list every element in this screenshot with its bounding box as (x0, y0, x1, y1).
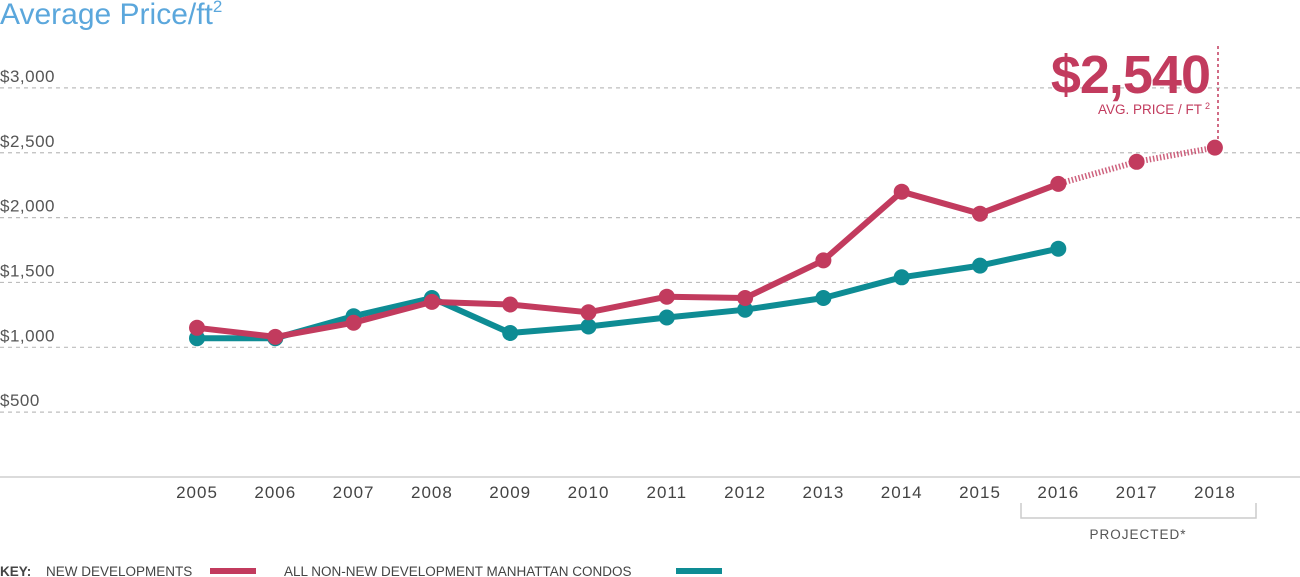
data-point (972, 205, 988, 222)
data-point (502, 296, 519, 313)
data-point (658, 309, 675, 326)
y-axis-ticks: $500 $1,000 $1,500 $2,000 $2,500 $3,000 (0, 67, 55, 410)
data-point (893, 269, 910, 286)
projected-label: PROJECTED* (1089, 527, 1186, 542)
data-point (815, 290, 832, 306)
data-point (580, 318, 597, 335)
legend: KEY: NEW DEVELOPMENTS ALL NON-NEW DEVELO… (0, 564, 722, 577)
y-tick-label: $500 (0, 391, 40, 410)
data-point (1050, 175, 1067, 192)
x-tick-label: 2005 (176, 483, 218, 502)
callout-value: $2,540 (1051, 45, 1210, 105)
x-tick-label: 2009 (489, 483, 531, 502)
data-point (1206, 139, 1223, 156)
y-tick-label: $1,500 (0, 261, 55, 280)
legend-heading: KEY: (0, 564, 31, 577)
series-line (194, 180, 1062, 340)
legend-label-manhattan-condos: ALL NON-NEW DEVELOPMENT MANHATTAN CONDOS (284, 564, 632, 577)
callout-label: AVG. PRICE / FT 2 (1098, 101, 1210, 117)
y-tick-label: $2,000 (0, 197, 55, 216)
data-point (1050, 240, 1067, 257)
projected-bracket: PROJECTED* (1020, 503, 1257, 542)
x-tick-label: 2006 (254, 483, 296, 502)
x-tick-label: 2011 (647, 483, 688, 502)
data-point (893, 183, 910, 200)
callout: $2,540 AVG. PRICE / FT 2 (1051, 45, 1219, 142)
data-point (1128, 153, 1145, 170)
gridlines (0, 87, 1300, 413)
x-tick-label: 2015 (959, 483, 1001, 502)
y-tick-label: $1,000 (0, 326, 55, 345)
data-point (189, 319, 205, 336)
data-point (502, 325, 519, 341)
data-point (658, 288, 675, 305)
x-axis-ticks: 2005 2006 2007 2008 2009 2010 2011 2012 2013 2014… (176, 483, 1236, 502)
x-tick-label: 2013 (802, 483, 844, 502)
data-point (267, 328, 284, 345)
y-tick-label: $2,500 (0, 132, 55, 151)
y-tick-label: $3,000 (0, 67, 55, 86)
chart-title: Average Price/ft2 (0, 0, 222, 31)
series-new-developments (189, 139, 1223, 345)
data-point (423, 293, 440, 310)
series-layer (189, 139, 1223, 347)
data-point (345, 314, 362, 331)
data-point (737, 290, 754, 306)
series-line (194, 245, 1062, 342)
x-tick-label: 2012 (724, 483, 766, 502)
data-point (737, 301, 754, 318)
x-tick-label: 2008 (411, 483, 453, 502)
x-tick-label: 2018 (1194, 483, 1236, 502)
x-tick-label: 2010 (568, 483, 610, 502)
data-point (815, 252, 832, 269)
x-tick-label: 2014 (881, 483, 923, 502)
x-tick-label: 2007 (333, 483, 375, 502)
legend-label-new-developments: NEW DEVELOPMENTS (46, 564, 192, 577)
data-point (580, 304, 597, 321)
data-point (972, 257, 988, 274)
x-tick-label: 2016 (1037, 483, 1079, 502)
x-tick-label: 2017 (1116, 483, 1158, 502)
